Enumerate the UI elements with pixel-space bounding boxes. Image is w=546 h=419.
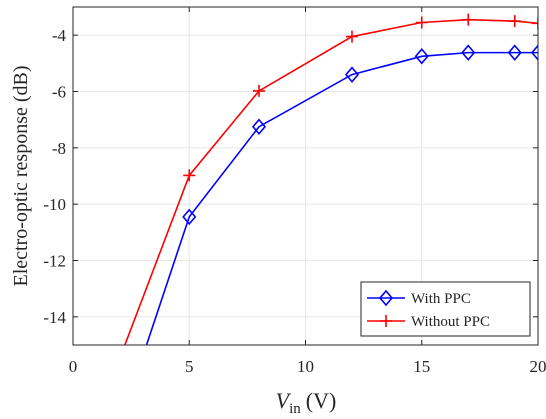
data-point <box>346 30 358 43</box>
legend: With PPC Without PPC <box>360 281 531 337</box>
legend-label: With PPC <box>411 291 471 307</box>
y-tick-label: -12 <box>43 252 66 271</box>
x-axis-label: Vin (V) <box>276 388 337 417</box>
legend-box <box>360 281 531 337</box>
data-point <box>414 48 429 65</box>
y-tick-label: -10 <box>43 195 66 214</box>
series-layer <box>114 13 538 365</box>
data-point <box>253 84 265 97</box>
y-tick-label: -6 <box>52 83 66 102</box>
data-point <box>461 44 476 61</box>
data-point <box>508 15 521 28</box>
data-point <box>182 208 197 226</box>
x-tick-label: 20 <box>530 357 546 376</box>
legend-item: With PPC <box>367 289 471 307</box>
x-axis-label-var: V <box>276 388 292 413</box>
data-point <box>415 16 428 29</box>
series-line <box>123 18 538 345</box>
legend-label: Without PPC <box>411 314 490 330</box>
data-point <box>507 44 522 61</box>
x-axis-label-unit: (V) <box>306 388 337 413</box>
y-tick-label: -8 <box>52 139 66 158</box>
legend-item: Without PPC <box>367 314 490 330</box>
data-point <box>251 118 267 135</box>
legend-items: With PPC Without PPC <box>367 289 490 330</box>
legend-marker <box>378 289 394 307</box>
x-axis-label-sub: in <box>289 401 301 417</box>
legend-marker <box>380 315 392 327</box>
data-point <box>532 17 538 30</box>
series-with-ppc <box>137 44 538 363</box>
x-tick-label: 5 <box>185 357 194 376</box>
data-point <box>183 169 196 182</box>
series-without-ppc <box>114 13 538 365</box>
data-point <box>137 349 149 363</box>
y-axis-label: Electro-optic response (dB) <box>10 65 32 286</box>
x-tick-label: 15 <box>413 357 430 376</box>
ticks: 0 5 10 15 20 -14 -12 -10 -8 -6 -4 <box>43 7 546 376</box>
x-tick-label: 10 <box>297 357 314 376</box>
data-point <box>114 353 126 365</box>
series-line <box>145 51 538 345</box>
data-point <box>530 44 538 61</box>
x-tick-label: 0 <box>69 357 78 376</box>
y-tick-label: -14 <box>43 308 66 327</box>
data-point <box>344 66 360 83</box>
data-point <box>462 13 475 26</box>
y-tick-label: -4 <box>52 26 67 45</box>
